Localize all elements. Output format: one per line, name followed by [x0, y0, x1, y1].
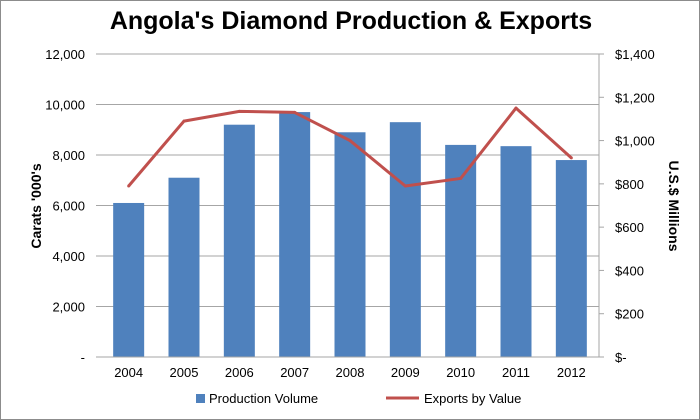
- bar-2008: [334, 132, 366, 357]
- y-tick-label: 2,000: [52, 300, 85, 315]
- y-axis-label: Carats '000's: [28, 163, 44, 248]
- y2-tick-label: $-: [615, 350, 627, 365]
- line-point-2005: [182, 119, 186, 123]
- line-point-2012: [569, 156, 573, 160]
- chart-title: Angola's Diamond Production & Exports: [109, 7, 593, 35]
- bar-2007: [279, 112, 311, 357]
- x-tick-label: 2011: [502, 365, 530, 380]
- y2-tick-label: $1,200: [615, 90, 655, 105]
- bar-2005: [168, 177, 200, 357]
- bar-2009: [389, 122, 421, 357]
- y-tick-label: 6,000: [52, 199, 85, 214]
- legend-bar-swatch: [196, 394, 205, 403]
- bar-2004: [113, 202, 145, 357]
- line-point-2009: [403, 184, 407, 188]
- x-tick-label: 2009: [391, 365, 420, 380]
- y-tick-label: 4,000: [52, 249, 85, 264]
- x-tick-label: 2004: [114, 365, 143, 380]
- legend-label-production: Production Volume: [209, 391, 318, 406]
- x-tick-label: 2010: [446, 365, 475, 380]
- y2-tick-label: $600: [615, 220, 644, 235]
- x-tick-label: 2012: [557, 365, 586, 380]
- y-tick-label: 12,000: [45, 47, 85, 62]
- y-tick-label: 10,000: [45, 98, 85, 113]
- legend-label-exports: Exports by Value: [424, 391, 521, 406]
- bar-2012: [555, 160, 587, 357]
- line-point-2008: [348, 139, 352, 143]
- y-tick-label: -: [81, 350, 85, 365]
- y2-tick-label: $200: [615, 307, 644, 322]
- line-point-2011: [514, 106, 518, 110]
- line-point-2006: [237, 109, 241, 113]
- y-tick-label: 8,000: [52, 148, 85, 163]
- y2-tick-label: $1,400: [615, 47, 655, 62]
- x-tick-label: 2006: [225, 365, 254, 380]
- y2-tick-label: $400: [615, 263, 644, 278]
- bar-2006: [223, 124, 255, 357]
- bar-2011: [500, 146, 532, 357]
- y2-tick-label: $1,000: [615, 134, 655, 149]
- x-tick-label: 2008: [336, 365, 365, 380]
- x-tick-label: 2007: [280, 365, 309, 380]
- x-tick-label: 2005: [170, 365, 199, 380]
- line-point-2010: [459, 176, 463, 180]
- line-point-2004: [127, 184, 131, 188]
- y2-axis-label: U.S.$ Millions: [666, 160, 682, 251]
- y2-tick-label: $800: [615, 177, 644, 192]
- line-point-2007: [293, 110, 297, 114]
